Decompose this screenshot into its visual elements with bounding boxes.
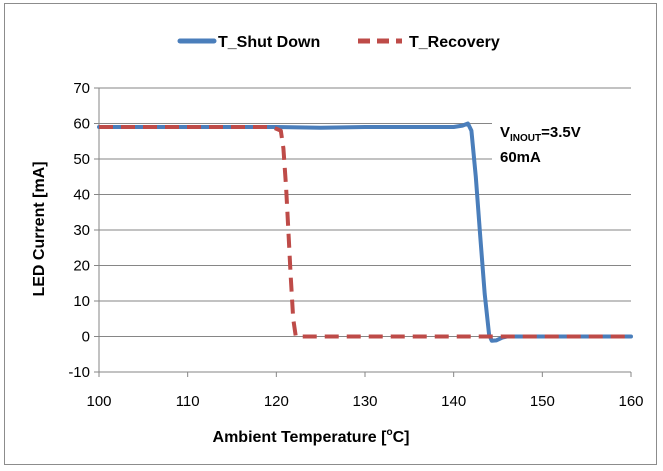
chart-area xyxy=(4,3,657,465)
x-tick-label: 120 xyxy=(264,393,289,410)
y-tick-label: 30 xyxy=(73,222,90,239)
y-tick-label: 10 xyxy=(73,293,90,310)
legend-label-recovery: T_Recovery xyxy=(409,34,500,51)
x-axis-title-tail: C] xyxy=(393,429,410,446)
series-line-recovery xyxy=(99,125,631,339)
y-tick-label: 40 xyxy=(73,187,90,204)
y-tick-label: 20 xyxy=(73,258,90,275)
y-tick-label: -10 xyxy=(68,364,90,381)
tick-labels: -10 0 10 20 30 40 50 60 70 100 110 120 130 140 150 160 xyxy=(68,80,643,410)
y-tick-label: 0 xyxy=(82,329,90,346)
x-axis-title: Ambient Temperature [oC] xyxy=(213,427,410,446)
annotation-v: V xyxy=(500,124,510,141)
axes xyxy=(94,87,632,377)
legend-label-shutdown: T_Shut Down xyxy=(218,34,320,51)
x-tick-label: 110 xyxy=(176,393,200,410)
x-tick-label: 130 xyxy=(352,393,377,410)
x-tick-label: 160 xyxy=(618,393,643,410)
legend: T_Shut Down T_Recovery xyxy=(177,34,500,51)
annotation-v-value: =3.5V xyxy=(541,124,581,141)
x-axis-title-sup: o xyxy=(386,427,392,438)
annotation-background xyxy=(492,110,632,182)
y-tick-label: 70 xyxy=(73,80,90,97)
x-axis-title-main: Ambient Temperature [ xyxy=(213,429,388,446)
y-tick-label: 60 xyxy=(73,116,90,133)
y-tick-label: 50 xyxy=(73,151,90,168)
x-tick-label: 140 xyxy=(441,393,466,410)
annotation-current: 60mA xyxy=(500,149,541,166)
y-axis-title: LED Current [mA] xyxy=(31,161,48,296)
plot-lines xyxy=(97,121,633,343)
annotation-v-sub: INOUT xyxy=(510,133,541,144)
x-tick-label: 100 xyxy=(86,393,111,410)
annotation-voltage: VINOUT=3.5V xyxy=(500,124,581,144)
x-tick-label: 150 xyxy=(530,393,555,410)
annotation: VINOUT=3.5V 60mA xyxy=(492,110,632,182)
